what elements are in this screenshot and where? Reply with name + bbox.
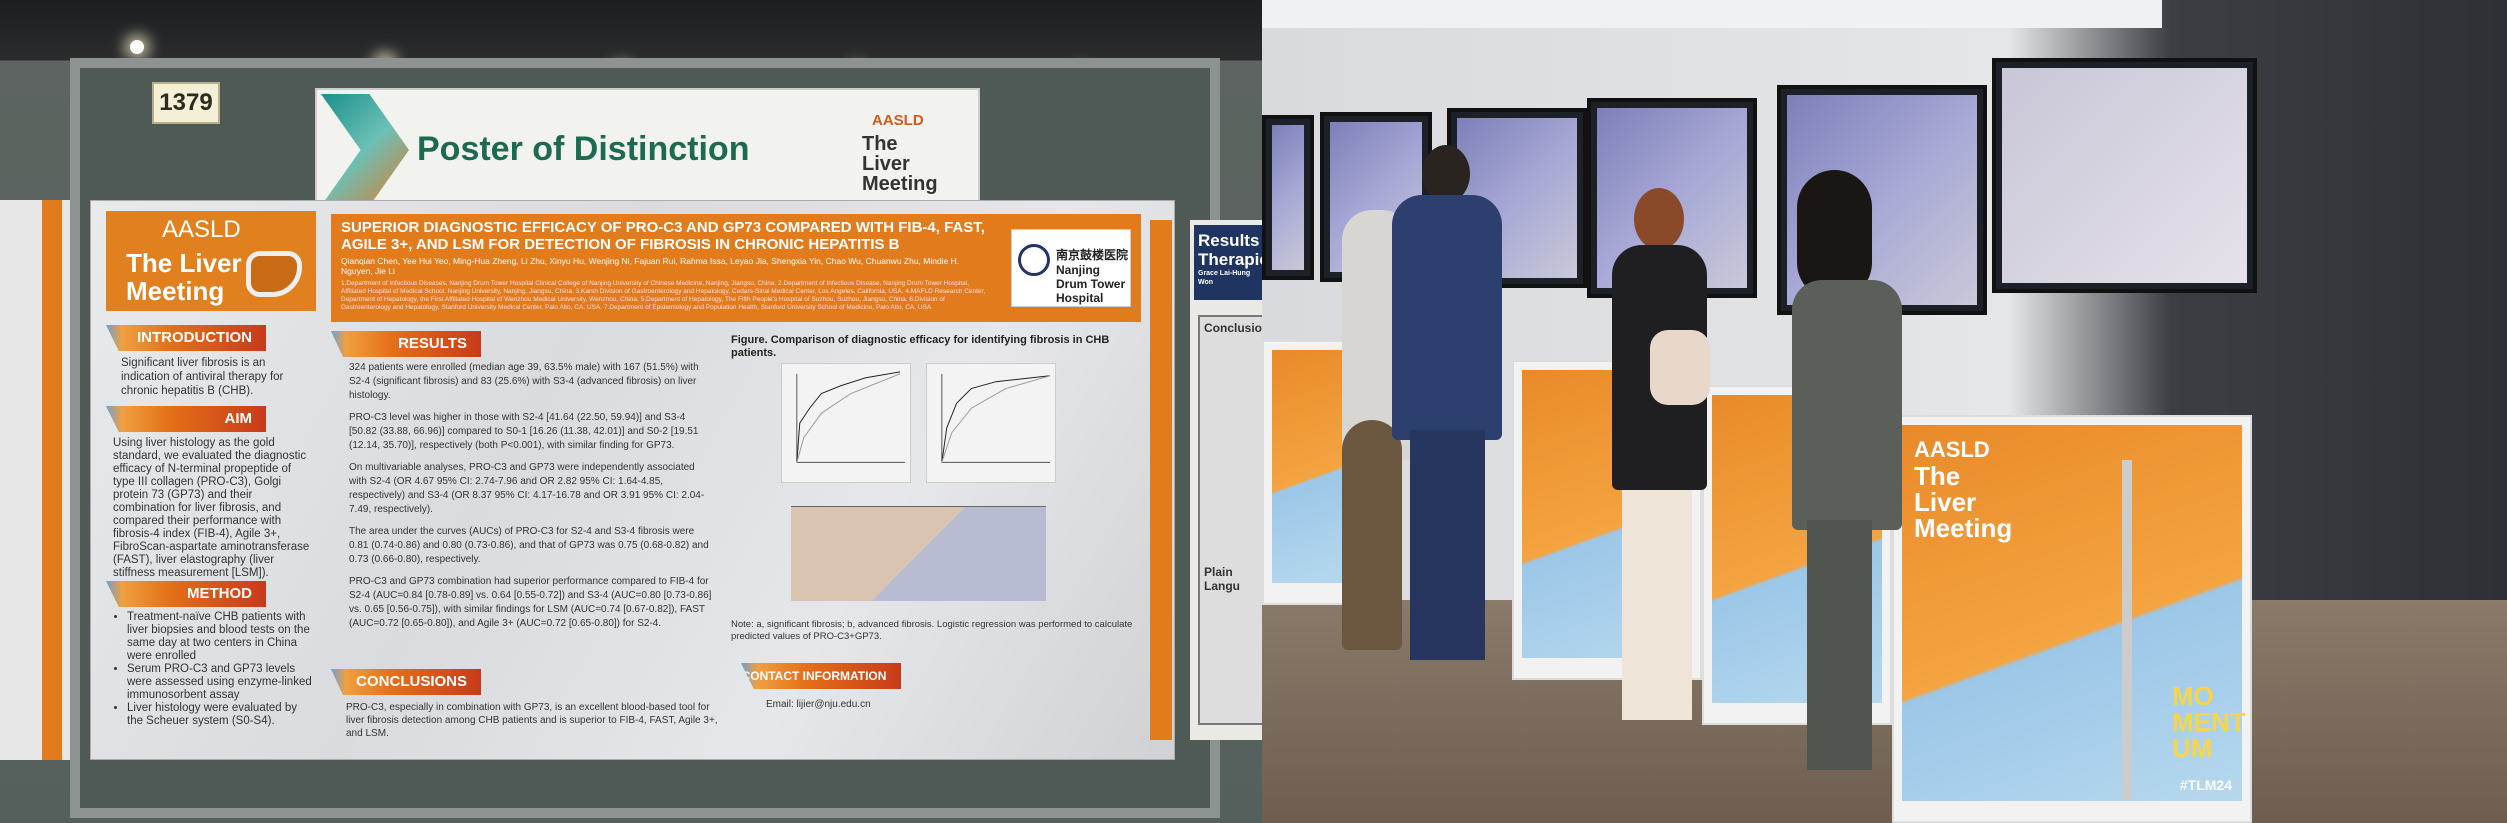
results-paragraph: PRO-C3 and GP73 combination had superior… (349, 576, 712, 629)
contact-heading: CONTACT INFORMATION (741, 663, 901, 689)
neighbor-poster-left (0, 200, 70, 760)
person-grey-pants (1807, 520, 1872, 770)
booth-number-tag: 1379 (152, 82, 220, 124)
banner-title: Poster of Distinction (417, 130, 750, 168)
auc-comparison-table (791, 506, 1046, 601)
kiosk-slogan: MO MENT UM (2172, 681, 2246, 763)
banner-brand-name: The Liver Meeting (862, 133, 938, 195)
adjacent-poster-header: Results Therapie Grace Lai-Hung Won (1194, 225, 1262, 300)
kiosk-hall-photo: AASLD The Liver Meeting MO MENT UM #TLM24 (1262, 0, 2507, 823)
aim-heading: AIM (106, 406, 266, 432)
results-heading: RESULTS (331, 331, 481, 357)
adjacent-section-heading: Plain Langu (1204, 565, 1240, 593)
logo-name-text: The Liver Meeting (126, 248, 242, 306)
ceiling-light (130, 40, 144, 54)
method-item: Liver histology were evaluated by the Sc… (127, 702, 315, 728)
method-item: Treatment-naïve CHB patients with liver … (127, 611, 315, 663)
method-list: Treatment-naïve CHB patients with liver … (127, 611, 315, 728)
stanchion-pole (2122, 460, 2132, 800)
person-blue-suit-legs (1410, 430, 1485, 660)
kiosk-hashtag: #TLM24 (2179, 777, 2232, 793)
backpack (1650, 330, 1710, 405)
person-suit-head (1422, 145, 1470, 203)
arrow-logo-icon (321, 94, 409, 206)
introduction-heading: INTRODUCTION (106, 325, 266, 351)
adjacent-poster-body: Conclusion Plain Langu (1198, 315, 1262, 725)
kiosk-brand-name: The Liver Meeting (1914, 461, 2013, 543)
hospital-emblem-icon (1018, 244, 1050, 276)
adjacent-section-heading: Conclusion (1204, 321, 1262, 335)
roc-curve-a (781, 363, 911, 483)
contact-email[interactable]: Email: lijier@nju.edu.cn (766, 699, 871, 710)
aim-text: Using liver histology as the gold standa… (113, 437, 310, 579)
results-text: 324 patients were enrolled (median age 3… (349, 361, 714, 639)
nanjing-hospital-logo: 南京鼓楼医院 Nanjing Drum Tower Hospital (1011, 229, 1131, 307)
poster-board-photo: 1379 Poster of Distinction AASLD The Liv… (0, 0, 1262, 823)
results-paragraph: The area under the curves (AUCs) of PRO-… (349, 526, 709, 565)
poster-title: SUPERIOR DIAGNOSTIC EFFICACY OF PRO-C3 A… (341, 219, 985, 253)
kiosk-stand: AASLD The Liver Meeting MO MENT UM #TLM24 (1892, 415, 2252, 823)
logo-top-text: AASLD (162, 216, 241, 243)
adjacent-poster: Results Therapie Grace Lai-Hung Won Concl… (1190, 220, 1262, 740)
conclusions-heading: CONCLUSIONS (331, 669, 481, 695)
results-paragraph: 324 patients were enrolled (median age 3… (349, 362, 699, 401)
person-red-hair-head (1634, 188, 1684, 250)
poster-side-stripe (1150, 220, 1172, 740)
ceiling (1262, 0, 2162, 28)
poster-authors: Qianqian Chen, Yee Hui Yeo, Ming-Hua Zhe… (341, 256, 960, 276)
method-heading: METHOD (106, 581, 266, 607)
kiosk-stand (1262, 340, 1352, 605)
aasld-logo: AASLD The Liver Meeting (106, 211, 316, 311)
introduction-text: Significant liver fibrosis is an indicat… (121, 357, 284, 397)
conclusions-text: PRO-C3, especially in combination with G… (346, 702, 718, 739)
research-poster: AASLD The Liver Meeting INTRODUCTION Sig… (90, 200, 1175, 760)
method-item: Serum PRO-C3 and GP73 levels were assess… (127, 663, 315, 702)
person-curly-hair (1797, 170, 1872, 300)
poster-of-distinction-banner: Poster of Distinction AASLD The Liver Me… (315, 88, 980, 212)
banner-brand-top: AASLD (872, 112, 924, 129)
person-cream-pants (1622, 490, 1692, 720)
results-paragraph: On multivariable analyses, PRO-C3 and GP… (349, 462, 705, 515)
person-white-shirt-legs (1342, 420, 1402, 650)
person-blue-suit (1392, 195, 1502, 440)
kiosk-brand: AASLD The Liver Meeting (1914, 437, 2024, 541)
figure-caption: Figure. Comparison of diagnostic efficac… (731, 334, 1110, 359)
results-paragraph: PRO-C3 level was higher in those with S2… (349, 412, 699, 451)
display-monitor (1992, 58, 2257, 293)
adjacent-poster-author: Grace Lai-Hung Won (1198, 270, 1251, 286)
poster-affiliations: 1.Department of Infectious Diseases, Nan… (341, 280, 986, 311)
display-monitor (1262, 115, 1314, 280)
person-grey-blazer (1792, 280, 1902, 530)
figure-note: Note: a, significant fibrosis; b, advanc… (731, 619, 1133, 642)
kiosk-brand-top: AASLD (1914, 437, 1990, 462)
poster-title-band: SUPERIOR DIAGNOSTIC EFFICACY OF PRO-C3 A… (331, 214, 1141, 322)
roc-curve-b (926, 363, 1056, 483)
adjacent-poster-title: Results Therapie (1198, 231, 1262, 269)
liver-triangle-icon (246, 251, 302, 297)
